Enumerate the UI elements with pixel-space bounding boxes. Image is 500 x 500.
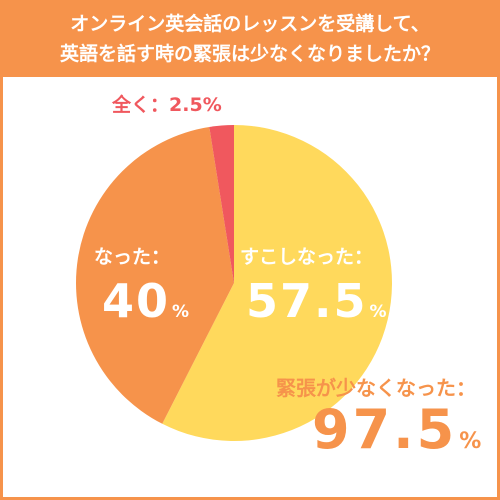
chart-header: オンライン英会話のレッスンを受講して、 英語を話す時の緊張は少なくなりましたか？ <box>3 3 497 77</box>
slice-label-natta-name: なった： <box>94 242 170 269</box>
slice-zenku-name: 全く： <box>112 94 170 116</box>
slice-label-natta-value: 40% <box>102 274 191 328</box>
header-line-1: オンライン英会話のレッスンを受講して、 <box>70 13 430 35</box>
slice-sukoshi-value: 57.5 <box>246 274 368 328</box>
slice-zenku-value: 2.5 <box>169 94 203 116</box>
slice-sukoshi-unit: % <box>369 302 389 322</box>
slice-natta-value: 40 <box>102 274 171 328</box>
slice-zenku-unit: % <box>202 94 222 116</box>
slice-zenku <box>209 125 234 283</box>
slice-label-zenku: 全く：2.5% <box>112 90 222 117</box>
summary-name: 緊張が少なくなった： <box>276 376 476 400</box>
slice-sukoshi-natta <box>162 125 392 441</box>
slice-label-sukoshi-name: すこしなった： <box>240 242 373 269</box>
slice-natta-unit: % <box>172 302 192 322</box>
slice-natta <box>76 126 234 424</box>
slice-sukoshi-name: すこしなった： <box>240 246 374 268</box>
summary-value: 97.5 <box>312 398 458 461</box>
summary-value-wrap: 97.5% <box>312 398 484 461</box>
summary-unit: % <box>459 429 485 454</box>
slice-natta-name: なった： <box>94 246 171 268</box>
slice-label-sukoshi-value: 57.5% <box>246 274 389 328</box>
header-line-2: 英語を話す時の緊張は少なくなりましたか？ <box>59 43 440 65</box>
summary-label: 緊張が少なくなった： <box>276 372 476 401</box>
